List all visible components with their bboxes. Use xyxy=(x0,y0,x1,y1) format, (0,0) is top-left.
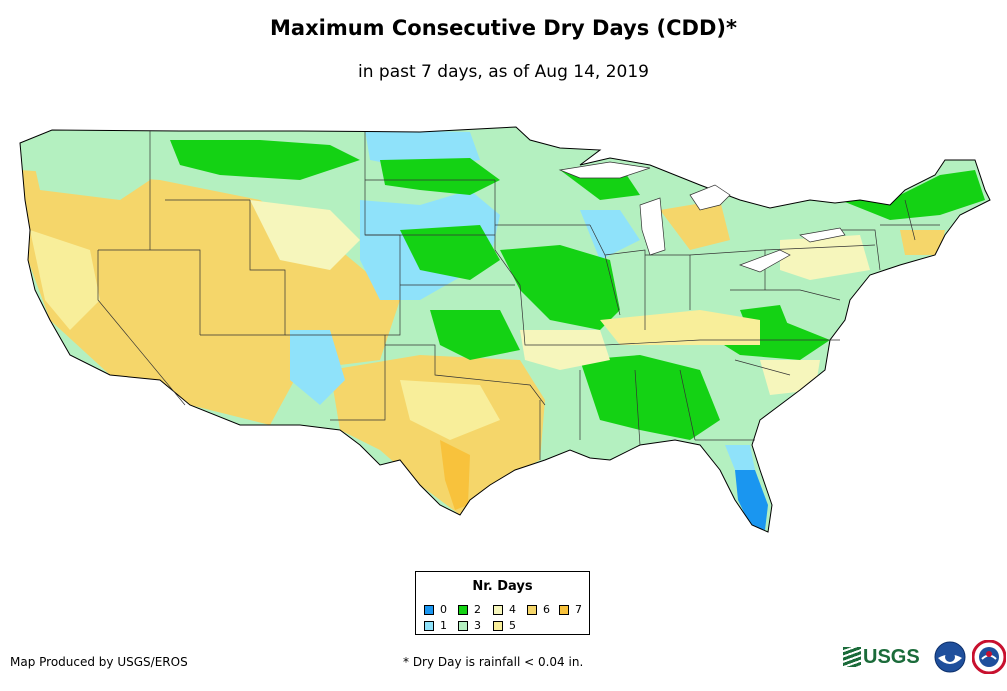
region-5-days-tennessee xyxy=(600,310,760,345)
nws-logo xyxy=(971,640,1006,674)
legend-swatch-4 xyxy=(493,604,503,615)
region-1-day-new-mexico xyxy=(290,330,345,405)
legend-swatch-5 xyxy=(493,620,503,631)
region-2-days-montana xyxy=(170,140,360,180)
legend-swatch-1 xyxy=(424,620,434,631)
region-2-days-dakotas xyxy=(380,158,500,195)
dry-day-footnote: * Dry Day is rainfall < 0.04 in. xyxy=(403,655,584,669)
legend-swatch-7 xyxy=(559,604,569,615)
legend-label-3: 3 xyxy=(474,619,481,632)
legend-label-1: 1 xyxy=(440,619,447,632)
legend-swatch-0 xyxy=(424,604,434,615)
us-dry-days-map xyxy=(19,126,991,533)
legend-label-5: 5 xyxy=(509,619,516,632)
region-6-days-michigan xyxy=(660,200,730,250)
region-5-days-texas-central xyxy=(400,380,500,440)
legend-item-0: 0 xyxy=(424,603,447,616)
region-2-days-new-england xyxy=(840,170,985,220)
region-6-days-texas xyxy=(330,355,545,515)
region-4-days-arkansas xyxy=(520,330,610,370)
agency-logos: USGS xyxy=(843,640,1006,674)
region-6-days-massachusetts xyxy=(900,230,945,255)
legend: Nr. Days 0 1 2 3 4 5 6 7 xyxy=(415,571,590,635)
legend-item-2: 2 xyxy=(458,603,481,616)
region-4-days-wyoming xyxy=(250,200,360,270)
region-2-days-oklahoma xyxy=(430,310,520,360)
legend-item-1: 1 xyxy=(424,619,447,632)
legend-item-7: 7 xyxy=(559,603,582,616)
region-2-days-nebraska xyxy=(400,225,500,280)
legend-label-2: 2 xyxy=(474,603,481,616)
map-credit: Map Produced by USGS/EROS xyxy=(10,655,188,669)
region-2-days-southeast xyxy=(580,355,720,440)
legend-swatch-3 xyxy=(458,620,468,631)
map-title: Maximum Consecutive Dry Days (CDD)* xyxy=(270,16,737,40)
legend-label-7: 7 xyxy=(575,603,582,616)
region-1-day-upper-midwest xyxy=(580,210,640,260)
legend-label-0: 0 xyxy=(440,603,447,616)
usgs-logo: USGS xyxy=(843,646,920,669)
legend-swatch-2 xyxy=(458,604,468,615)
state-boundaries xyxy=(97,131,940,460)
legend-title: Nr. Days xyxy=(472,579,533,594)
legend-label-4: 4 xyxy=(509,603,516,616)
legend-item-6: 6 xyxy=(527,603,550,616)
region-0-days-florida xyxy=(735,470,768,530)
legend-item-3: 3 xyxy=(458,619,481,632)
great-lakes xyxy=(558,161,846,273)
noaa-logo xyxy=(934,641,966,673)
legend-item-5: 5 xyxy=(493,619,516,632)
region-4-days-south-carolina xyxy=(760,360,820,395)
legend-label-6: 6 xyxy=(543,603,550,616)
legend-swatch-6 xyxy=(527,604,537,615)
region-1-day-north-florida xyxy=(725,445,755,470)
region-7-days-south-texas xyxy=(440,440,470,510)
region-3-days-northwest xyxy=(30,145,150,200)
usgs-wave-icon xyxy=(843,647,861,667)
us-outline xyxy=(19,126,991,533)
map-subtitle: in past 7 days, as of Aug 14, 2019 xyxy=(358,62,649,82)
legend-item-4: 4 xyxy=(493,603,516,616)
region-2-days-iowa-missouri xyxy=(500,245,620,330)
usgs-logo-text: USGS xyxy=(863,645,920,668)
region-5-days-california-coast xyxy=(30,230,100,330)
